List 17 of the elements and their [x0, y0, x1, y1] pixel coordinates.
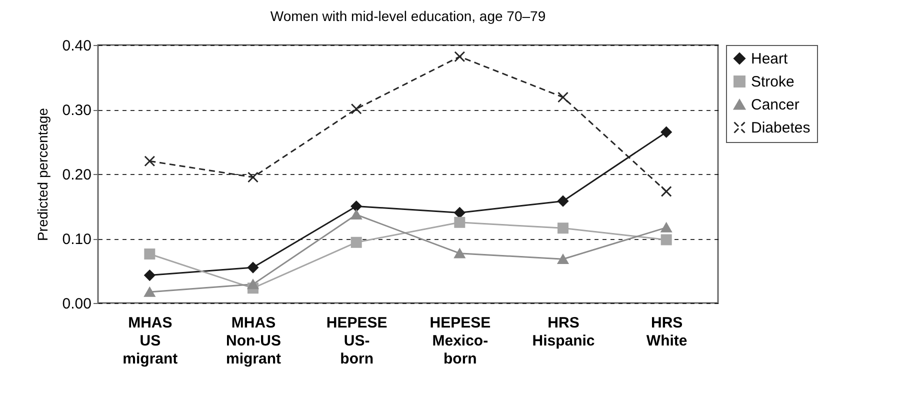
chart-title: Women with mid-level education, age 70–79	[270, 8, 546, 24]
legend-label: Heart	[751, 50, 789, 68]
y-axis-title: Predicted percentage	[34, 108, 50, 242]
x-tick-label: HEPESE US- born	[326, 314, 388, 368]
y-tick-label: 0.20	[62, 166, 92, 184]
legend-label: Stroke	[751, 74, 794, 90]
y-tick-label: 0.00	[62, 296, 92, 312]
legend-label: Cancer	[751, 96, 800, 114]
x-tick-label: MHAS Non-US migrant	[226, 314, 282, 368]
x-tick-label: MHAS US migrant	[122, 314, 178, 368]
x-tick-label: HEPESE Mexico- born	[430, 314, 491, 368]
x-tick-label: HRS White	[646, 314, 688, 350]
y-tick-label: 0.10	[62, 231, 92, 248]
y-tick-label: 0.40	[62, 38, 92, 54]
x-tick-label: HRS Hispanic	[532, 314, 595, 350]
legend-label: Diabetes	[751, 120, 810, 136]
y-tick-label: 0.30	[62, 102, 92, 119]
